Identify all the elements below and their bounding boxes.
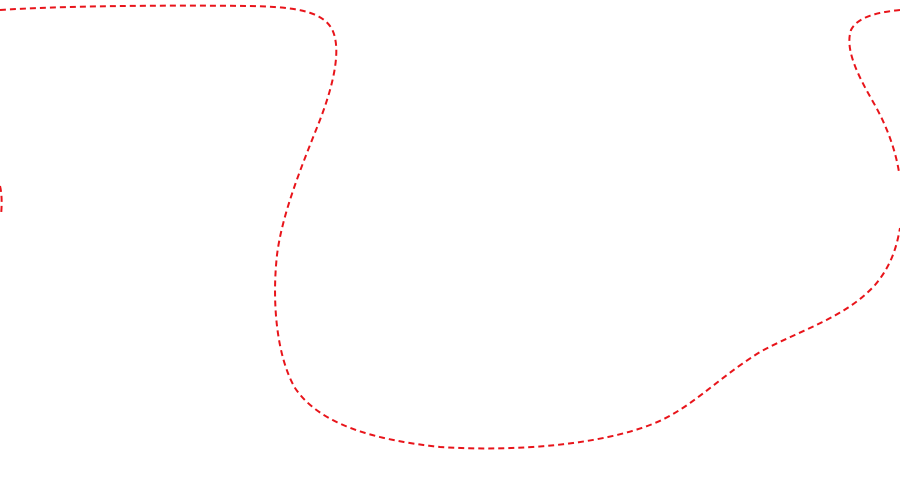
dashed-boundary-left-fragment [0,185,3,216]
dashed-boundary-top-right [848,9,900,173]
dashed-boundary-main [0,4,900,450]
